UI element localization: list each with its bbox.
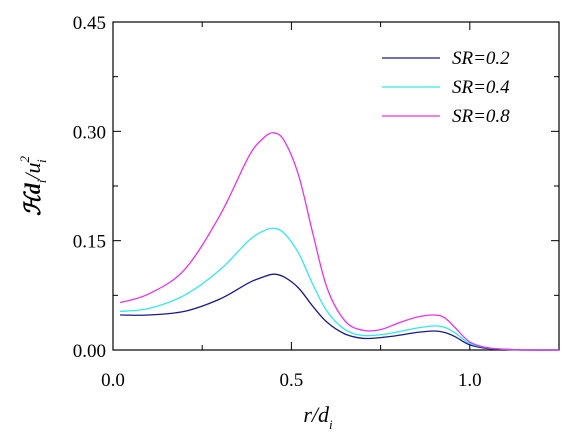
legend-label-2: SR=0.4 bbox=[452, 77, 510, 98]
y-tick-label: 0.30 bbox=[73, 122, 106, 143]
x-tick-label: 0.5 bbox=[280, 370, 304, 391]
legend-label-1: SR=0.2 bbox=[452, 48, 510, 69]
x-axis-title-sub: i bbox=[329, 417, 333, 432]
series-line-3 bbox=[119, 132, 560, 351]
x-tick-label: 1.0 bbox=[458, 370, 482, 391]
tick-labels: 0.0 0.5 1.0 0.00 0.15 0.30 0.45 bbox=[73, 13, 482, 391]
y-axis-title-sub1: i bbox=[34, 179, 49, 183]
plot-frame bbox=[112, 21, 560, 351]
y-axis-title-sub2: i bbox=[34, 159, 49, 163]
x-axis-title-main: r/d bbox=[303, 402, 330, 427]
series-lines bbox=[119, 132, 560, 351]
series-line-1 bbox=[120, 273, 560, 351]
y-tick-label: 0.00 bbox=[73, 341, 106, 362]
y-axis-title-sup: 2 bbox=[17, 156, 32, 163]
y-axis-title: ℋdi/u2 i bbox=[17, 156, 49, 217]
legend-label-3: SR=0.8 bbox=[452, 106, 510, 127]
x-axis-title: r/di bbox=[303, 402, 333, 432]
legend: SR=0.2 SR=0.4 SR=0.8 bbox=[382, 48, 510, 127]
y-axis-title-main: ℋd bbox=[20, 182, 45, 216]
axis-ticks bbox=[112, 21, 560, 351]
y-tick-label: 0.45 bbox=[73, 13, 106, 34]
y-axis-title-mid: /u bbox=[20, 163, 45, 182]
y-tick-label: 0.15 bbox=[73, 232, 106, 253]
x-tick-label: 0.0 bbox=[101, 370, 125, 391]
series-line-2 bbox=[120, 227, 560, 351]
